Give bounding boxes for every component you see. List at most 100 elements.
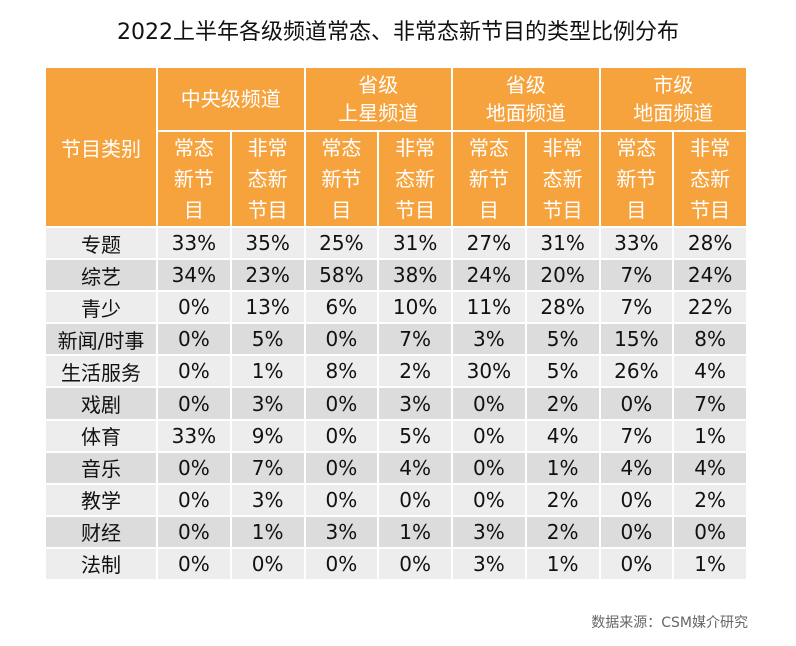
value-cell: 3%: [229, 387, 306, 421]
value-cell: 7%: [598, 291, 675, 325]
value-cell: 3%: [451, 547, 527, 580]
group-header-line: 中央级频道: [180, 87, 281, 111]
value-cell: 3%: [451, 515, 527, 549]
value-cell: 33%: [598, 227, 675, 261]
value-cell: 35%: [229, 227, 306, 261]
value-cell: 0%: [156, 483, 232, 517]
chart-title: 2022上半年各级频道常态、非常态新节目的类型比例分布: [117, 20, 679, 45]
value-cell: 0%: [303, 387, 380, 421]
category-cell: 法制: [44, 547, 158, 580]
table-row: 财经 0% 1% 3% 1% 3% 2% 0% 0%: [44, 515, 748, 549]
category-cell: 生活服务: [44, 355, 158, 389]
group-header-line: 上星频道: [338, 101, 419, 125]
value-cell: 0%: [156, 387, 232, 421]
subcolumn-header: 常态 新节目: [598, 130, 675, 228]
value-cell: 6%: [303, 291, 380, 325]
table-row: 新闻/时事 0% 5% 0% 7% 3% 5% 15% 8%: [44, 323, 748, 357]
value-cell: 23%: [229, 259, 306, 293]
value-cell: 0%: [598, 483, 675, 517]
category-cell: 体育: [44, 419, 158, 453]
value-cell: 9%: [229, 419, 306, 453]
table-row: 法制 0% 0% 0% 0% 3% 1% 0% 1%: [44, 547, 748, 580]
value-cell: 2%: [524, 387, 601, 421]
value-cell: 5%: [229, 323, 306, 357]
category-cell: 音乐: [44, 451, 158, 485]
category-cell: 新闻/时事: [44, 323, 158, 357]
table-row: 生活服务 0% 1% 8% 2% 30% 5% 26% 4%: [44, 355, 748, 389]
value-cell: 7%: [598, 259, 675, 293]
table-row: 专题 33% 35% 25% 31% 27% 31% 33% 28%: [44, 227, 748, 261]
group-header-line: 省级: [505, 73, 546, 97]
value-cell: 7%: [229, 451, 306, 485]
value-cell: 8%: [672, 323, 748, 357]
value-cell: 3%: [451, 323, 527, 357]
table-body: 专题 33% 35% 25% 31% 27% 31% 33% 28% 综艺 34% 23% 58% 38%…: [44, 227, 748, 580]
value-cell: 1%: [672, 547, 748, 580]
data-source: 数据来源：CSM媒介研究: [591, 615, 748, 631]
value-cell: 5%: [524, 323, 601, 357]
table-row: 音乐 0% 7% 0% 4% 0% 1% 4% 4%: [44, 451, 748, 485]
value-cell: 2%: [672, 483, 748, 517]
value-cell: 27%: [451, 227, 527, 261]
value-cell: 0%: [156, 547, 232, 580]
value-cell: 4%: [672, 451, 748, 485]
table-row: 戏剧 0% 3% 0% 3% 0% 2% 0% 7%: [44, 387, 748, 421]
value-cell: 1%: [229, 355, 306, 389]
subcolumn-header: 常态 新节目: [156, 130, 232, 228]
value-cell: 28%: [672, 227, 748, 261]
category-cell: 专题: [44, 227, 158, 261]
value-cell: 4%: [524, 419, 601, 453]
value-cell: 26%: [598, 355, 675, 389]
group-header-line: 市级: [653, 73, 694, 97]
value-cell: 34%: [156, 259, 232, 293]
group-header-line: 地面频道: [485, 101, 566, 125]
value-cell: 2%: [524, 483, 601, 517]
group-header: 省级 地面频道: [451, 66, 601, 132]
group-header: 市级 地面频道: [598, 66, 748, 132]
value-cell: 30%: [451, 355, 527, 389]
table-row: 青少 0% 13% 6% 10% 11% 28% 7% 22%: [44, 291, 748, 325]
value-cell: 5%: [377, 419, 453, 453]
data-table: 节目类别 中央级频道 省级 上星频道 省级 地面频道 市级 地面频道 常态 新节目非常态…: [44, 66, 748, 580]
value-cell: 0%: [451, 419, 527, 453]
value-cell: 33%: [156, 419, 232, 453]
value-cell: 4%: [377, 451, 453, 485]
value-cell: 7%: [672, 387, 748, 421]
value-cell: 1%: [377, 515, 453, 549]
group-header-row: 节目类别 中央级频道 省级 上星频道 省级地面频道 市级地面频道: [44, 66, 748, 228]
value-cell: 0%: [598, 387, 675, 421]
table-row: 体育 33% 9% 0% 5% 0% 4% 7% 1%: [44, 419, 748, 453]
category-cell: 综艺: [44, 259, 158, 293]
subcolumn-header: 非常 态新 节目: [377, 130, 453, 228]
value-cell: 0%: [303, 419, 380, 453]
value-cell: 0%: [156, 355, 232, 389]
value-cell: 0%: [451, 387, 527, 421]
value-cell: 25%: [303, 227, 380, 261]
value-cell: 24%: [672, 259, 748, 293]
value-cell: 0%: [377, 483, 453, 517]
category-cell: 教学: [44, 483, 158, 517]
value-cell: 3%: [377, 387, 453, 421]
value-cell: 7%: [598, 419, 675, 453]
category-cell: 青少: [44, 291, 158, 325]
value-cell: 33%: [156, 227, 232, 261]
table-row: 综艺 34% 23% 58% 38% 24% 20% 7% 24%: [44, 259, 748, 293]
value-cell: 0%: [156, 515, 232, 549]
value-cell: 13%: [229, 291, 306, 325]
value-cell: 4%: [598, 451, 675, 485]
value-cell: 1%: [524, 547, 601, 580]
value-cell: 24%: [451, 259, 527, 293]
value-cell: 20%: [524, 259, 601, 293]
value-cell: 10%: [377, 291, 453, 325]
group-header-line: 地面频道: [633, 101, 714, 125]
value-cell: 3%: [229, 483, 306, 517]
row-header-label: 节目类别: [44, 66, 158, 228]
subcolumn-header: 非常 态新 节目: [524, 130, 601, 228]
value-cell: 0%: [303, 451, 380, 485]
table-row: 教学 0% 3% 0% 0% 0% 2% 0% 2%: [44, 483, 748, 517]
subcolumn-header: 常态 新节目: [451, 130, 527, 228]
group-header: 省级 上星频道: [303, 66, 453, 132]
value-cell: 38%: [377, 259, 453, 293]
value-cell: 58%: [303, 259, 380, 293]
value-cell: 0%: [156, 291, 232, 325]
